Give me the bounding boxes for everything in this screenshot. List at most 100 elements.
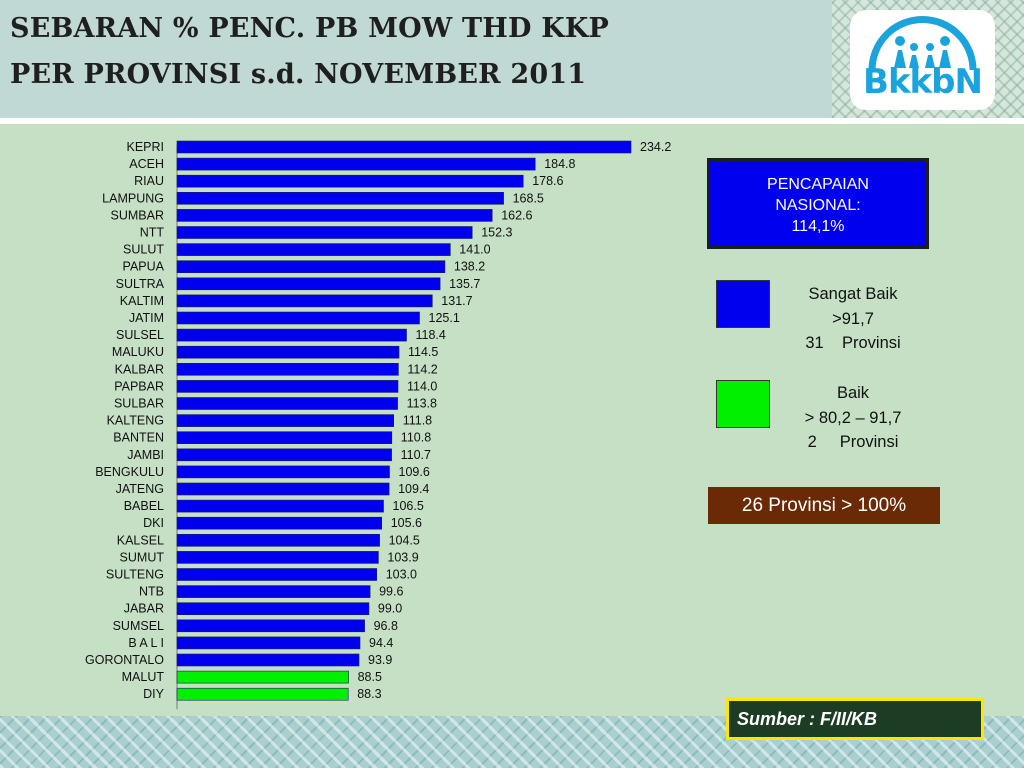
bar: [176, 226, 473, 239]
legend-very-good-range: >91,7: [832, 309, 874, 328]
bar: [176, 294, 433, 308]
value-label: 93.9: [368, 653, 392, 667]
bar: [176, 482, 390, 496]
bar: [176, 363, 399, 376]
value-label: 131.7: [441, 294, 472, 308]
category-label: KEPRI: [126, 140, 164, 154]
national-achievement-box: PENCAPAIAN NASIONAL: 114,1%: [707, 158, 929, 249]
value-label: 135.7: [449, 277, 480, 291]
value-label: 106.5: [393, 499, 424, 513]
category-label: PAPUA: [123, 260, 165, 274]
bar: [176, 277, 441, 291]
legend-good: Baik > 80,2 – 91,7 2 Provinsi: [773, 381, 933, 455]
value-label: 118.4: [416, 328, 446, 342]
category-label: SULTRA: [116, 277, 165, 291]
logo-text: BkkbN: [863, 62, 983, 102]
national-value: 114,1%: [791, 218, 845, 235]
title-line-2: PER PROVINSI s.d. NOVEMBER 2011: [10, 59, 587, 90]
bar: [176, 431, 393, 445]
bar: [176, 551, 379, 564]
bar: [176, 209, 493, 222]
category-label: SULUT: [123, 243, 164, 257]
value-label: 141.0: [459, 243, 490, 257]
source-label: Sumber : F/II/KB: [726, 698, 984, 740]
category-label: KALTENG: [107, 414, 164, 428]
bar: [176, 465, 390, 479]
bar: [176, 516, 382, 530]
bar: [176, 380, 399, 393]
category-label: SULTENG: [106, 568, 164, 582]
bar: [176, 243, 451, 256]
value-label: 138.2: [454, 260, 485, 274]
bar: [176, 192, 504, 205]
category-label: B A L I: [128, 636, 164, 650]
value-label: 168.5: [513, 191, 544, 205]
category-label: LAMPUNG: [102, 191, 164, 205]
value-label: 234.2: [640, 140, 671, 154]
bar: [176, 157, 536, 171]
bar: [176, 140, 632, 154]
value-label: 109.4: [398, 482, 429, 496]
category-label: BANTEN: [113, 431, 164, 445]
value-label: 99.0: [378, 602, 402, 616]
category-label: SUMSEL: [113, 619, 164, 633]
value-label: 88.3: [357, 687, 381, 701]
category-label: SUMUT: [120, 550, 165, 564]
value-label: 110.7: [401, 448, 431, 462]
value-label: 104.5: [389, 533, 420, 547]
header-band: SEBARAN % PENC. PB MOW THD KKP PER PROVI…: [0, 0, 1024, 118]
legend-swatch-good: [716, 380, 770, 428]
category-label: NTB: [139, 585, 164, 599]
bar: [176, 670, 349, 684]
logo-panel: BkkbN: [832, 0, 1024, 118]
bar: [176, 636, 361, 650]
bar: [176, 397, 398, 410]
value-label: 184.8: [544, 157, 575, 171]
value-label: 114.2: [407, 362, 437, 376]
provinces-over-100-box: 26 Provinsi > 100%: [708, 487, 940, 524]
bar: [176, 533, 380, 547]
legend-very-good: Sangat Baik >91,7 31 Provinsi: [773, 282, 933, 356]
value-label: 162.6: [501, 208, 532, 222]
bar: [176, 568, 377, 581]
category-label: NTT: [140, 226, 165, 240]
category-label: BABEL: [124, 499, 164, 513]
value-label: 178.6: [532, 174, 563, 188]
value-label: 109.6: [399, 465, 430, 479]
bar: [176, 311, 420, 325]
bar: [176, 602, 370, 616]
category-label: SULBAR: [114, 397, 164, 411]
category-label: GORONTALO: [85, 653, 164, 667]
national-line-2: NASIONAL:: [775, 197, 861, 214]
category-label: PAPBAR: [114, 379, 164, 393]
bar: [176, 448, 392, 462]
value-label: 105.6: [391, 516, 422, 530]
footer-band: [0, 716, 1024, 768]
category-label: MALUT: [122, 670, 165, 684]
category-label: SUMBAR: [111, 208, 164, 222]
category-label: JAMBI: [127, 448, 164, 462]
value-label: 114.5: [408, 345, 438, 359]
category-label: KALTIM: [120, 294, 164, 308]
value-label: 99.6: [379, 585, 403, 599]
bar: [176, 328, 407, 342]
bar: [176, 174, 524, 188]
value-label: 125.1: [429, 311, 460, 325]
bar: [176, 619, 365, 633]
page-title: SEBARAN % PENC. PB MOW THD KKP PER PROVI…: [10, 6, 820, 98]
national-line-1: PENCAPAIAN: [767, 176, 869, 193]
category-label: ACEH: [129, 157, 164, 171]
bar: [176, 687, 349, 701]
value-label: 152.3: [481, 226, 512, 240]
family-arch-icon: [868, 16, 977, 71]
bar: [176, 414, 394, 427]
category-label: BENGKULU: [95, 465, 164, 479]
value-label: 94.4: [369, 636, 393, 650]
bar: [176, 260, 446, 273]
category-label: KALBAR: [115, 362, 164, 376]
value-label: 96.8: [374, 619, 398, 633]
bar-chart: KEPRI 234.2 ACEH 184.8 RIAU 178.6 LAMPUNG 168.5…: [85, 140, 671, 710]
value-label: 103.9: [387, 550, 418, 564]
legend-swatch-very-good: [716, 280, 770, 328]
header-divider: [0, 118, 1024, 124]
